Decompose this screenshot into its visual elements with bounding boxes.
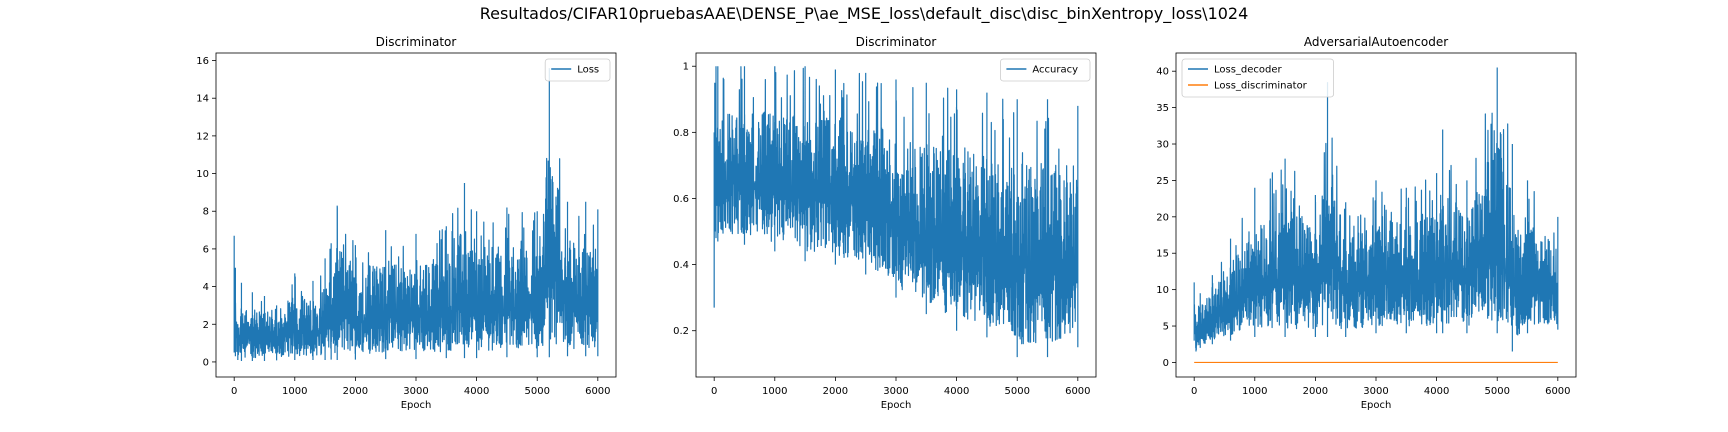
subplot-2: Discriminator 0 1000 2000 3000 4000 5000 6000 0.…: [673, 35, 1097, 411]
y-tick-label: 14: [196, 94, 209, 105]
plot-area: [1193, 67, 1559, 364]
y-tick-label: 12: [196, 131, 209, 142]
x-tick-label: 3000: [883, 386, 908, 397]
y-tick-label: 8: [203, 207, 209, 218]
x-tick-label: 1000: [762, 386, 787, 397]
y-tick-label: 16: [196, 56, 209, 67]
legend: Loss_decoder Loss_discriminator: [1181, 58, 1335, 98]
legend-box: [1181, 58, 1335, 98]
y-tick-label: 0.6: [673, 194, 689, 205]
series-line-accuracy: [713, 66, 1079, 358]
x-tick-label: 5000: [524, 386, 549, 397]
y-tick-label: 1: [683, 62, 689, 73]
legend-label: Loss: [577, 65, 599, 76]
x-tick-label: 0: [1191, 386, 1197, 397]
subplot-title: AdversarialAutoencoder: [1304, 35, 1448, 49]
plot-area: [713, 66, 1079, 358]
y-tick-label: 0.4: [673, 260, 689, 271]
subplot-1: Discriminator 0 1000 2000 3000 4000 5000 6000 0 2…: [196, 35, 617, 411]
y-tick-label: 5: [1163, 322, 1169, 333]
legend: Loss: [544, 58, 611, 82]
figure-suptitle: Resultados/CIFAR10pruebasAAE\DENSE_P\ae_…: [479, 4, 1249, 23]
subplot-title: Discriminator: [856, 35, 937, 49]
y-tick-label: 0: [1163, 358, 1169, 369]
series-line-loss: [233, 68, 599, 361]
x-axis-label: Epoch: [1361, 400, 1392, 411]
x-tick-label: 1000: [282, 386, 307, 397]
legend-box: [544, 58, 611, 82]
y-tick-label: 10: [196, 169, 209, 180]
x-tick-label: 4000: [944, 386, 969, 397]
y-tick-label: 30: [1156, 140, 1169, 151]
x-tick-label: 0: [711, 386, 717, 397]
x-tick-label: 6000: [1545, 386, 1570, 397]
series-line-loss-decoder: [1193, 67, 1559, 352]
y-tick-label: 2: [203, 320, 209, 331]
subplot-3: AdversarialAutoencoder 0 1000 2000 3000 4000 5…: [1156, 35, 1577, 411]
y-tick-label: 0.8: [673, 128, 689, 139]
y-tick-label: 35: [1156, 103, 1169, 114]
y-tick-label: 20: [1156, 212, 1169, 223]
y-tick-label: 25: [1156, 176, 1169, 187]
x-tick-label: 6000: [585, 386, 610, 397]
y-tick-label: 40: [1156, 67, 1169, 78]
x-axis-label: Epoch: [881, 400, 912, 411]
x-axis-label: Epoch: [401, 400, 432, 411]
y-tick-label: 6: [203, 244, 209, 255]
x-tick-label: 2000: [1303, 386, 1328, 397]
x-tick-label: 3000: [1363, 386, 1388, 397]
subplot-title: Discriminator: [376, 35, 457, 49]
x-tick-label: 3000: [403, 386, 428, 397]
x-tick-label: 5000: [1004, 386, 1029, 397]
y-tick-label: 0.2: [673, 326, 689, 337]
x-tick-label: 6000: [1065, 386, 1090, 397]
plot-area: [233, 68, 599, 361]
legend-label: Loss_discriminator: [1214, 81, 1308, 92]
x-tick-label: 4000: [464, 386, 489, 397]
legend-label: Accuracy: [1032, 65, 1078, 76]
x-tick-label: 0: [231, 386, 237, 397]
x-tick-label: 2000: [343, 386, 368, 397]
legend-box: [1000, 58, 1091, 82]
x-tick-label: 1000: [1242, 386, 1267, 397]
y-tick-label: 4: [203, 282, 209, 293]
legend-label: Loss_decoder: [1214, 65, 1283, 76]
y-tick-label: 10: [1156, 285, 1169, 296]
x-tick-label: 2000: [823, 386, 848, 397]
y-tick-label: 0: [203, 357, 209, 368]
y-tick-label: 15: [1156, 249, 1169, 260]
x-tick-label: 4000: [1424, 386, 1449, 397]
legend: Accuracy: [1000, 58, 1091, 82]
x-tick-label: 5000: [1484, 386, 1509, 397]
